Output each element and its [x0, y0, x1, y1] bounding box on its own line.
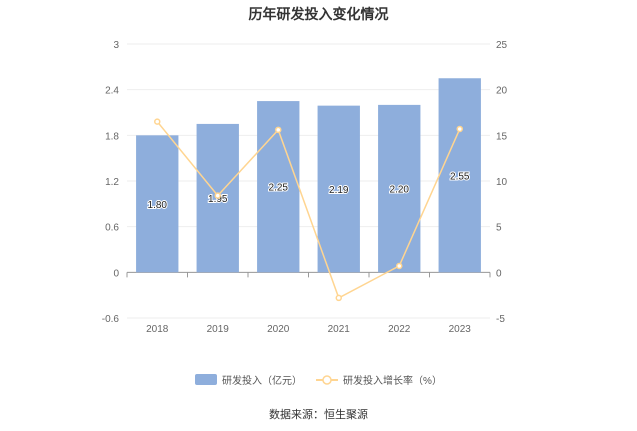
- y-right-tick-label: 0: [496, 268, 502, 279]
- legend-item-line[interactable]: 研发投入增长率（%）: [316, 372, 442, 387]
- bar-data-label: 2.20: [390, 185, 410, 196]
- growth-point: [154, 118, 161, 125]
- y-right-tick-label: 20: [496, 86, 508, 97]
- x-tick-label: 2022: [388, 324, 411, 335]
- x-tick-label: 2018: [146, 324, 169, 335]
- bar-data-label: 1.80: [148, 200, 168, 211]
- bar-swatch-icon: [195, 374, 218, 385]
- bar: [136, 135, 179, 273]
- chart-legend[interactable]: 研发投入（亿元） 研发投入增长率（%）: [0, 372, 637, 387]
- y-right-tick-label: 10: [496, 177, 508, 188]
- growth-point: [275, 126, 282, 134]
- bar: [378, 104, 421, 273]
- growth-point: [214, 192, 221, 199]
- y-left-tick-label: 2.4: [105, 86, 119, 97]
- growth-point: [456, 125, 463, 133]
- legend-item-bar[interactable]: 研发投入（亿元）: [195, 372, 302, 387]
- y-left-tick-label: 0.6: [105, 223, 119, 234]
- x-tick-label: 2021: [328, 324, 351, 335]
- y-left-tick-label: -0.6: [102, 314, 120, 325]
- growth-point: [396, 262, 403, 270]
- x-tick-label: 2020: [267, 324, 290, 335]
- bar-data-label: 2.19: [329, 185, 349, 196]
- growth-point: [335, 294, 342, 302]
- legend-label-bar: 研发投入（亿元）: [222, 376, 303, 387]
- bar: [438, 78, 481, 273]
- bar-data-label: 1.95: [208, 194, 228, 205]
- x-tick-label: 2023: [449, 324, 472, 335]
- y-right-tick-label: 15: [496, 131, 508, 142]
- y-left-tick-label: 1.2: [105, 177, 119, 188]
- legend-label-line: 研发投入增长率（%）: [343, 376, 442, 387]
- y-left-tick-label: 0: [113, 268, 119, 279]
- data-source: 数据来源：恒生聚源: [269, 409, 368, 421]
- bar: [317, 105, 360, 273]
- y-right-tick-label: 25: [496, 40, 508, 51]
- y-right-tick-label: 5: [496, 223, 502, 234]
- y-left-tick-label: 3: [113, 40, 119, 51]
- chart-plot: -0.6 0 0.6 1.2 1.8 2.4 3 -5 0 5 10 15 20 25 2018 1.80 20…: [102, 40, 508, 335]
- y-left-tick-label: 1.8: [105, 131, 119, 142]
- bar-data-label: 2.55: [450, 171, 470, 182]
- bar-data-label: 2.25: [269, 183, 289, 194]
- x-tick-label: 2019: [207, 324, 230, 335]
- line-circle-swatch-icon: [316, 374, 339, 385]
- chart-title: 历年研发投入变化情况: [248, 6, 389, 22]
- growth-line: [156, 121, 461, 299]
- y-right-tick-label: -5: [496, 314, 505, 325]
